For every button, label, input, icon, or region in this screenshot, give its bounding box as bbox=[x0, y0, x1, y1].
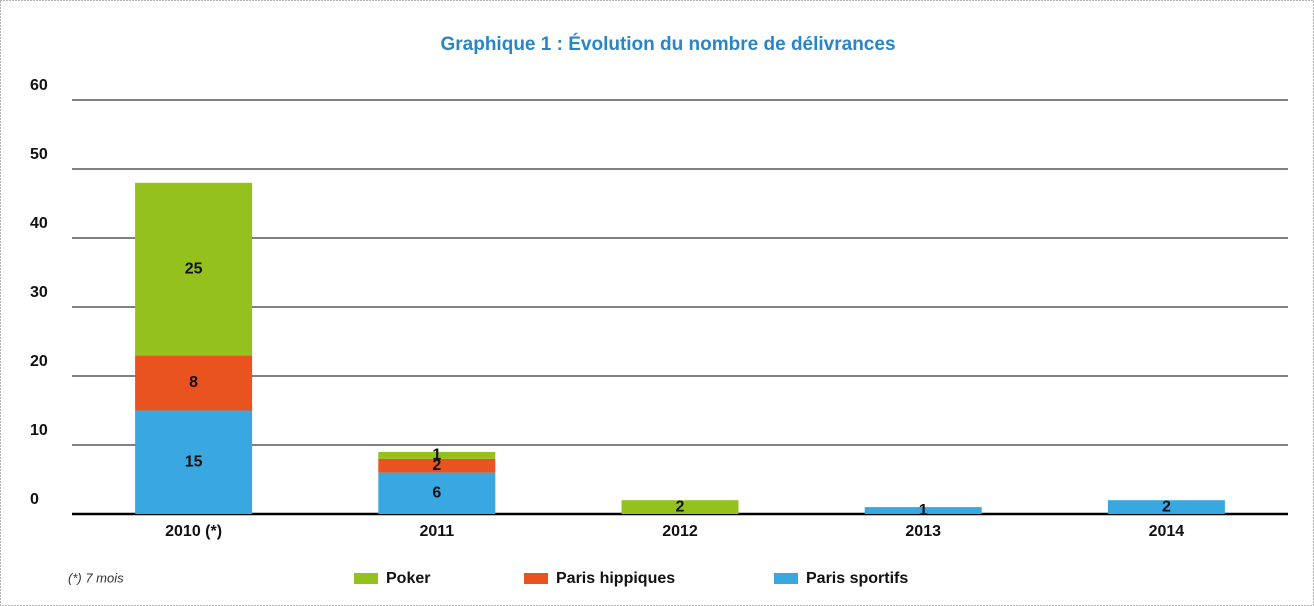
y-tick-label: 50 bbox=[30, 146, 48, 163]
legend-swatch bbox=[524, 573, 548, 584]
bar-segment bbox=[378, 451, 496, 459]
y-tick-label: 60 bbox=[30, 77, 48, 94]
data-label: 15 bbox=[185, 453, 203, 470]
x-tick-label: 2013 bbox=[905, 523, 941, 540]
legend-label: Paris hippiques bbox=[556, 570, 675, 587]
x-tick-label: 2012 bbox=[662, 523, 698, 540]
bar-segment bbox=[378, 472, 496, 514]
y-tick-label: 20 bbox=[30, 353, 48, 370]
x-tick-label: 2011 bbox=[419, 523, 454, 540]
data-label: 1 bbox=[919, 502, 928, 519]
footnote: (*) 7 mois bbox=[68, 570, 124, 585]
legend-swatch bbox=[354, 573, 378, 584]
x-tick-label: 2014 bbox=[1149, 523, 1185, 540]
y-tick-label: 40 bbox=[30, 215, 48, 232]
data-label: 6 bbox=[432, 485, 441, 502]
data-label: 1 bbox=[432, 447, 441, 464]
bar-segment bbox=[864, 507, 982, 514]
y-tick-label: 0 bbox=[30, 491, 39, 508]
data-label: 8 bbox=[189, 374, 198, 391]
data-label: 2 bbox=[1162, 498, 1171, 515]
legend-label: Poker bbox=[386, 570, 430, 587]
y-tick-label: 30 bbox=[30, 284, 48, 301]
bar-segment bbox=[621, 500, 739, 514]
bar-segment bbox=[135, 182, 253, 356]
bar-segment bbox=[378, 458, 496, 473]
data-label: 2 bbox=[432, 457, 441, 474]
legend-label: Paris sportifs bbox=[806, 570, 908, 587]
bar-segment bbox=[1107, 500, 1225, 514]
y-tick-label: 10 bbox=[30, 422, 48, 439]
bar-segment bbox=[135, 355, 253, 411]
x-tick-label: 2010 (*) bbox=[165, 523, 222, 540]
data-label: 2 bbox=[676, 498, 685, 515]
bar-segment bbox=[135, 410, 253, 514]
legend-swatch bbox=[774, 573, 798, 584]
chart-title: Graphique 1 : Évolution du nombre de dél… bbox=[440, 33, 895, 55]
data-label: 25 bbox=[185, 260, 203, 277]
